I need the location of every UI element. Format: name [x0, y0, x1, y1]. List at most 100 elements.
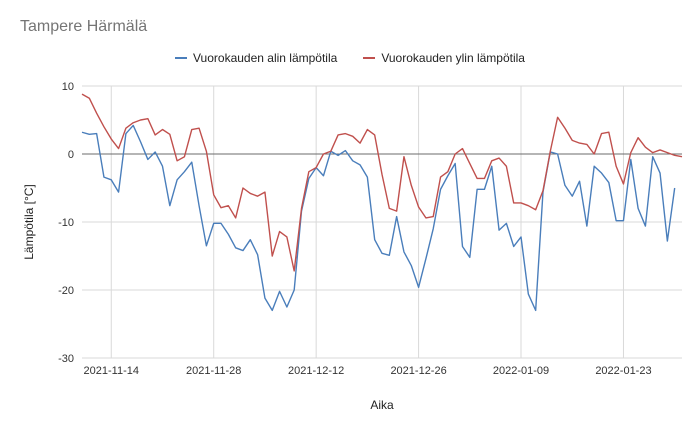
- data-point: [469, 163, 470, 164]
- y-tick-label: -30: [58, 353, 74, 365]
- data-point: [659, 149, 660, 150]
- data-point: [535, 209, 536, 210]
- legend-swatch-min: [175, 57, 187, 59]
- data-point: [367, 129, 368, 130]
- data-point: [345, 133, 346, 134]
- data-point: [645, 147, 646, 148]
- data-point: [623, 183, 624, 184]
- data-point: [147, 159, 148, 160]
- chart-title: Tampere Härmälä: [20, 18, 148, 35]
- data-point: [572, 196, 573, 197]
- data-point: [250, 239, 251, 240]
- data-point: [220, 223, 221, 224]
- data-point: [418, 206, 419, 207]
- data-point: [659, 172, 660, 173]
- data-point: [440, 189, 441, 190]
- data-point: [118, 191, 119, 192]
- data-point: [294, 270, 295, 271]
- data-point: [359, 164, 360, 165]
- data-point: [667, 240, 668, 241]
- y-tick-label: 10: [62, 81, 74, 93]
- data-point: [198, 205, 199, 206]
- data-point: [140, 119, 141, 120]
- data-point: [484, 178, 485, 179]
- data-point: [637, 137, 638, 138]
- data-point: [96, 133, 97, 134]
- data-point: [447, 171, 448, 172]
- data-point: [147, 118, 148, 119]
- data-point: [213, 223, 214, 224]
- data-point: [667, 152, 668, 153]
- data-point: [579, 181, 580, 182]
- data-point: [133, 122, 134, 123]
- data-point: [623, 220, 624, 221]
- data-point: [352, 136, 353, 137]
- chart-legend: Vuorokauden alin lämpötila Vuorokauden y…: [0, 51, 700, 65]
- data-point: [286, 306, 287, 307]
- data-point: [572, 140, 573, 141]
- data-point: [155, 134, 156, 135]
- data-point: [520, 202, 521, 203]
- data-point: [272, 310, 273, 311]
- data-point: [337, 155, 338, 156]
- data-point: [637, 208, 638, 209]
- data-point: [323, 153, 324, 154]
- y-tick-label: -10: [58, 217, 74, 229]
- data-point: [81, 132, 82, 133]
- data-point: [652, 152, 653, 153]
- data-point: [308, 178, 309, 179]
- data-point: [330, 151, 331, 152]
- legend-label-min: Vuorokauden alin lämpötila: [193, 51, 338, 65]
- x-tick-label: 2021-11-28: [186, 365, 241, 377]
- data-point: [133, 125, 134, 126]
- data-point: [681, 156, 682, 157]
- data-point: [542, 190, 543, 191]
- x-tick-label: 2021-11-14: [84, 365, 139, 377]
- data-point: [125, 128, 126, 129]
- data-point: [630, 159, 631, 160]
- data-point: [89, 134, 90, 135]
- data-point: [169, 205, 170, 206]
- data-point: [557, 117, 558, 118]
- data-point: [103, 126, 104, 127]
- data-point: [294, 289, 295, 290]
- data-point: [177, 179, 178, 180]
- data-point: [389, 208, 390, 209]
- x-tick-label: 2022-01-09: [493, 365, 549, 377]
- data-point: [433, 216, 434, 217]
- data-point: [506, 166, 507, 167]
- data-point: [491, 166, 492, 167]
- data-point: [498, 230, 499, 231]
- data-point: [477, 178, 478, 179]
- data-point: [528, 293, 529, 294]
- data-point: [81, 94, 82, 95]
- data-point: [608, 132, 609, 133]
- data-point: [469, 257, 470, 258]
- data-point: [674, 155, 675, 156]
- data-point: [352, 160, 353, 161]
- data-point: [433, 228, 434, 229]
- data-point: [103, 177, 104, 178]
- data-point: [506, 223, 507, 224]
- data-point: [286, 236, 287, 237]
- data-point: [425, 258, 426, 259]
- data-point: [381, 253, 382, 254]
- data-point: [235, 247, 236, 248]
- data-point: [213, 194, 214, 195]
- x-tick-label: 2021-12-12: [288, 365, 344, 377]
- data-point: [601, 133, 602, 134]
- data-point: [462, 246, 463, 247]
- data-point: [455, 163, 456, 164]
- data-point: [206, 151, 207, 152]
- x-axis-title: Aika: [370, 398, 394, 412]
- data-point: [520, 236, 521, 237]
- data-point: [89, 98, 90, 99]
- data-point: [367, 177, 368, 178]
- data-point: [396, 216, 397, 217]
- data-point: [111, 179, 112, 180]
- data-point: [440, 177, 441, 178]
- data-point: [191, 129, 192, 130]
- y-tick-label: 0: [68, 149, 74, 161]
- data-point: [616, 220, 617, 221]
- y-axis-title: Lämpötila [°C]: [22, 184, 36, 260]
